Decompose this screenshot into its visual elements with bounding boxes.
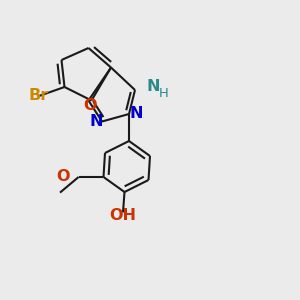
Text: OH: OH (110, 208, 136, 223)
Text: Br: Br (29, 88, 49, 104)
Text: H: H (159, 87, 168, 101)
Text: N: N (146, 79, 160, 94)
Text: N: N (89, 114, 103, 129)
Text: O: O (56, 169, 70, 184)
Text: O: O (83, 98, 97, 113)
Text: N: N (130, 106, 143, 122)
